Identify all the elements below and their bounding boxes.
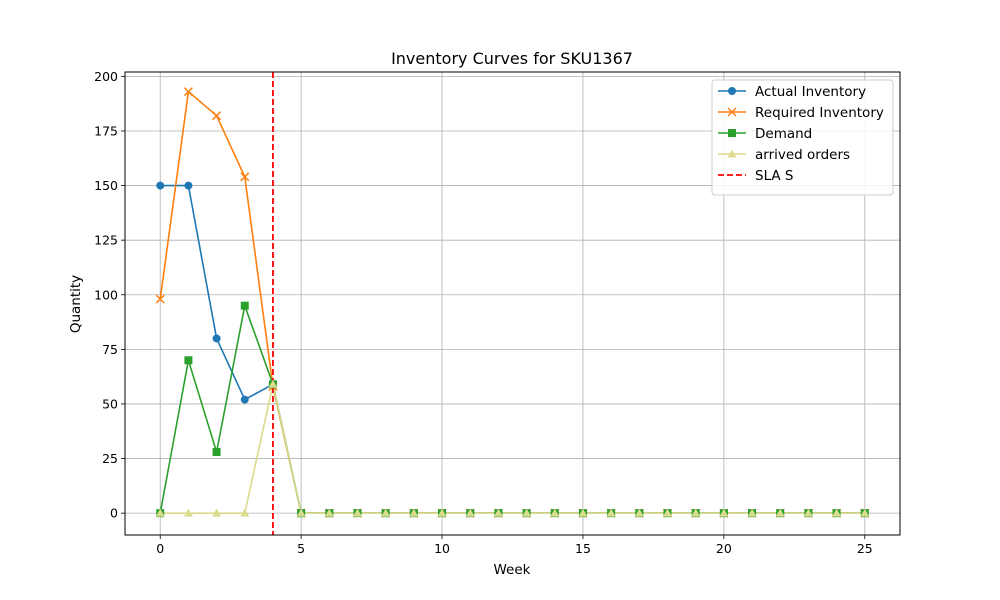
x-marker-stroke: [727, 107, 737, 117]
data-point: [747, 508, 757, 517]
x-axis-ticks: 0 5 10 15 20 25: [156, 535, 873, 556]
legend-marker: [728, 129, 736, 137]
x-tick-label: 20: [716, 541, 732, 556]
data-point: [832, 508, 842, 517]
x-marker-stroke: [183, 87, 193, 97]
data-point: [184, 181, 193, 190]
legend-item: Demand: [718, 126, 812, 142]
data-point: [409, 508, 419, 517]
data-point: [183, 508, 193, 517]
data-point: [155, 508, 165, 517]
data-point: [268, 379, 278, 388]
data-point: [212, 448, 221, 457]
data-point: [212, 111, 222, 121]
series-markers: [155, 87, 870, 518]
legend-label: SLA S: [755, 168, 794, 184]
data-point: [522, 508, 532, 517]
data-point: [353, 508, 362, 517]
series-line: [160, 383, 865, 514]
data-point: [860, 508, 870, 517]
y-tick-label: 50: [102, 396, 118, 411]
data-point: [381, 508, 391, 517]
plot-frame: [124, 71, 901, 536]
legend-item: Required Inventory: [718, 105, 884, 121]
data-point: [240, 508, 250, 517]
y-tick-label: 125: [94, 233, 118, 248]
x-tick-label: 10: [434, 541, 450, 556]
x-marker-stroke: [155, 294, 165, 304]
legend-item: arrived orders: [718, 147, 850, 163]
x-tick-label: 0: [156, 541, 164, 556]
data-point: [803, 508, 813, 517]
legend-label: Demand: [755, 126, 812, 142]
chart-title: Inventory Curves for SKU1367: [391, 49, 633, 68]
y-tick-label: 75: [102, 342, 118, 357]
y-tick-label: 150: [94, 178, 118, 193]
x-tick-label: 15: [575, 541, 591, 556]
data-point: [465, 508, 475, 517]
x-marker-stroke: [212, 111, 222, 121]
x-tick-label: 25: [857, 541, 873, 556]
data-point: [634, 508, 644, 517]
legend-item: Actual Inventory: [718, 84, 866, 100]
legend-label: Actual Inventory: [755, 84, 866, 100]
data-point: [775, 508, 785, 517]
y-axis-ticks: 0 25 50 75 100 125 150 175 200: [94, 69, 125, 521]
data-point: [212, 334, 221, 343]
y-tick-label: 175: [94, 123, 118, 138]
data-point: [240, 172, 250, 182]
data-point: [240, 301, 249, 310]
y-axis-label: Quantity: [68, 275, 84, 333]
data-point: [663, 508, 672, 517]
series-lines: [159, 90, 865, 514]
legend: Actual Inventory Required Inventory Demand…: [711, 79, 894, 196]
y-tick-label: 0: [110, 506, 118, 521]
data-point: [296, 508, 306, 517]
data-point: [324, 508, 334, 517]
y-tick-label: 200: [94, 69, 118, 84]
legend-item: SLA S: [718, 168, 794, 184]
legend-label: arrived orders: [755, 147, 850, 163]
legend-marker: [727, 149, 737, 158]
data-point: [184, 356, 193, 365]
x-marker-stroke: [240, 172, 250, 182]
data-point: [719, 508, 729, 517]
legend-box: [711, 79, 894, 196]
grid-lines: [125, 72, 900, 535]
legend-marker: [728, 87, 736, 95]
legend-marker: [727, 107, 737, 117]
x-axis-label: Week: [494, 562, 531, 578]
data-point: [437, 508, 447, 517]
data-point: [691, 508, 701, 517]
y-tick-label: 25: [102, 451, 118, 466]
y-tick-label: 100: [94, 287, 118, 302]
data-point: [240, 395, 249, 404]
x-tick-label: 5: [297, 541, 305, 556]
data-point: [550, 508, 560, 517]
data-point: [156, 181, 165, 190]
legend-label: Required Inventory: [755, 105, 884, 121]
data-point: [493, 508, 503, 517]
data-point: [578, 508, 588, 517]
data-point: [212, 508, 222, 517]
data-point: [183, 87, 193, 97]
data-point: [155, 294, 165, 304]
data-point: [606, 508, 616, 517]
